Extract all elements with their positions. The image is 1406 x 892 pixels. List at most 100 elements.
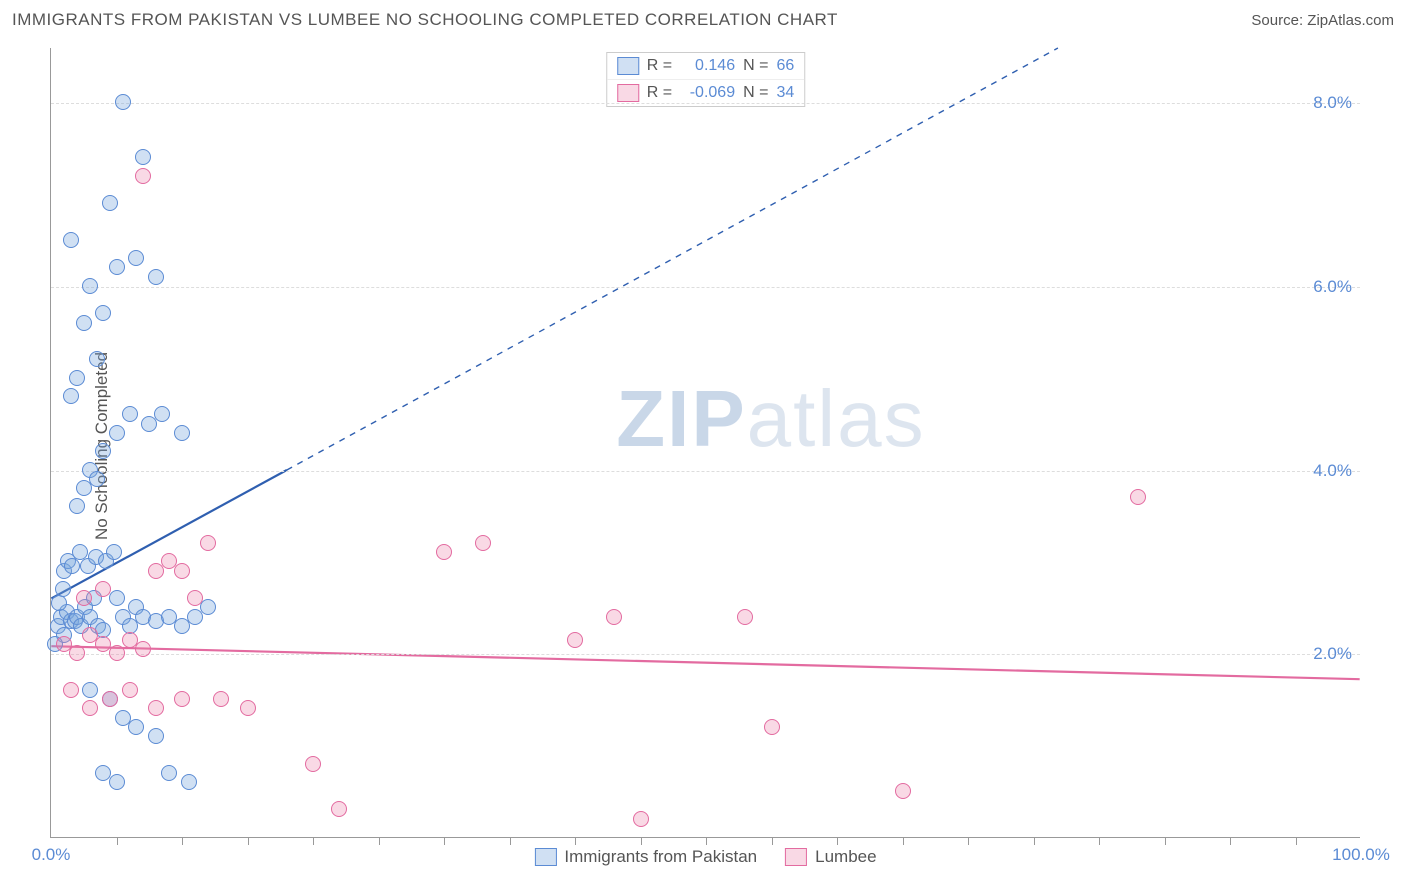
- data-point: [82, 700, 98, 716]
- x-tick: [837, 837, 838, 845]
- x-tick: [313, 837, 314, 845]
- data-point: [148, 269, 164, 285]
- x-tick: [248, 837, 249, 845]
- data-point: [305, 756, 321, 772]
- gridline: [51, 471, 1360, 472]
- swatch-pakistan: [617, 57, 639, 75]
- data-point: [102, 691, 118, 707]
- data-point: [128, 250, 144, 266]
- data-point: [82, 278, 98, 294]
- data-point: [109, 774, 125, 790]
- data-point: [331, 801, 347, 817]
- source-name: ZipAtlas.com: [1307, 12, 1394, 29]
- x-tick: [1165, 837, 1166, 845]
- r-label: R =: [647, 84, 672, 102]
- data-point: [109, 645, 125, 661]
- x-tick: [1034, 837, 1035, 845]
- chart-title: IMMIGRANTS FROM PAKISTAN VS LUMBEE NO SC…: [12, 10, 838, 30]
- data-point: [69, 645, 85, 661]
- source-prefix: Source:: [1251, 12, 1307, 29]
- legend-item-pakistan: Immigrants from Pakistan: [534, 847, 757, 867]
- x-tick-label-right: 100.0%: [1332, 845, 1390, 865]
- gridline: [51, 287, 1360, 288]
- data-point: [63, 388, 79, 404]
- data-point: [764, 719, 780, 735]
- data-point: [115, 94, 131, 110]
- chart-container: IMMIGRANTS FROM PAKISTAN VS LUMBEE NO SC…: [0, 0, 1406, 892]
- data-point: [135, 149, 151, 165]
- data-point: [64, 558, 80, 574]
- data-point: [606, 609, 622, 625]
- data-point: [567, 632, 583, 648]
- x-tick-label-left: 0.0%: [32, 845, 71, 865]
- watermark: ZIPatlas: [616, 373, 925, 465]
- data-point: [633, 811, 649, 827]
- data-point: [187, 590, 203, 606]
- data-point: [95, 581, 111, 597]
- r-value-lumbee: -0.069: [680, 84, 735, 102]
- x-tick: [444, 837, 445, 845]
- r-value-pakistan: 0.146: [680, 57, 735, 75]
- data-point: [148, 728, 164, 744]
- n-value-lumbee: 34: [776, 84, 794, 102]
- n-label: N =: [743, 84, 768, 102]
- legend-row-pakistan: R = 0.146 N = 66: [607, 53, 804, 79]
- data-point: [95, 305, 111, 321]
- x-tick: [772, 837, 773, 845]
- swatch-pakistan-icon: [534, 848, 556, 866]
- swatch-lumbee: [617, 84, 639, 102]
- y-tick-label: 6.0%: [1313, 277, 1352, 297]
- data-point: [122, 682, 138, 698]
- data-point: [102, 195, 118, 211]
- x-tick: [117, 837, 118, 845]
- trend-lines-svg: [51, 48, 1360, 837]
- plot-area: ZIPatlas R = 0.146 N = 66 R = -0.069 N =…: [50, 48, 1360, 838]
- data-point: [174, 691, 190, 707]
- x-tick: [379, 837, 380, 845]
- y-tick-label: 8.0%: [1313, 93, 1352, 113]
- data-point: [128, 719, 144, 735]
- legend-correlation: R = 0.146 N = 66 R = -0.069 N = 34: [606, 52, 805, 107]
- x-tick: [1296, 837, 1297, 845]
- legend-row-lumbee: R = -0.069 N = 34: [607, 79, 804, 106]
- x-tick: [182, 837, 183, 845]
- data-point: [1130, 489, 1146, 505]
- x-tick: [575, 837, 576, 845]
- swatch-lumbee-icon: [785, 848, 807, 866]
- data-point: [200, 599, 216, 615]
- data-point: [63, 232, 79, 248]
- data-point: [51, 595, 67, 611]
- data-point: [154, 406, 170, 422]
- title-bar: IMMIGRANTS FROM PAKISTAN VS LUMBEE NO SC…: [12, 10, 1394, 30]
- data-point: [436, 544, 452, 560]
- x-tick: [510, 837, 511, 845]
- data-point: [135, 641, 151, 657]
- data-point: [109, 425, 125, 441]
- x-tick: [1099, 837, 1100, 845]
- legend-item-lumbee: Lumbee: [785, 847, 876, 867]
- legend-label-lumbee: Lumbee: [815, 847, 876, 867]
- legend-series: Immigrants from Pakistan Lumbee: [534, 847, 876, 867]
- data-point: [475, 535, 491, 551]
- data-point: [95, 443, 111, 459]
- data-point: [109, 590, 125, 606]
- y-tick-label: 4.0%: [1313, 461, 1352, 481]
- data-point: [737, 609, 753, 625]
- y-tick-label: 2.0%: [1313, 644, 1352, 664]
- x-tick: [1230, 837, 1231, 845]
- gridline: [51, 103, 1360, 104]
- legend-label-pakistan: Immigrants from Pakistan: [564, 847, 757, 867]
- gridline: [51, 654, 1360, 655]
- data-point: [106, 544, 122, 560]
- data-point: [55, 581, 71, 597]
- data-point: [161, 765, 177, 781]
- data-point: [82, 682, 98, 698]
- data-point: [109, 259, 125, 275]
- data-point: [89, 351, 105, 367]
- data-point: [69, 370, 85, 386]
- data-point: [76, 590, 92, 606]
- watermark-atlas: atlas: [747, 374, 926, 463]
- r-label: R =: [647, 57, 672, 75]
- data-point: [174, 425, 190, 441]
- data-point: [181, 774, 197, 790]
